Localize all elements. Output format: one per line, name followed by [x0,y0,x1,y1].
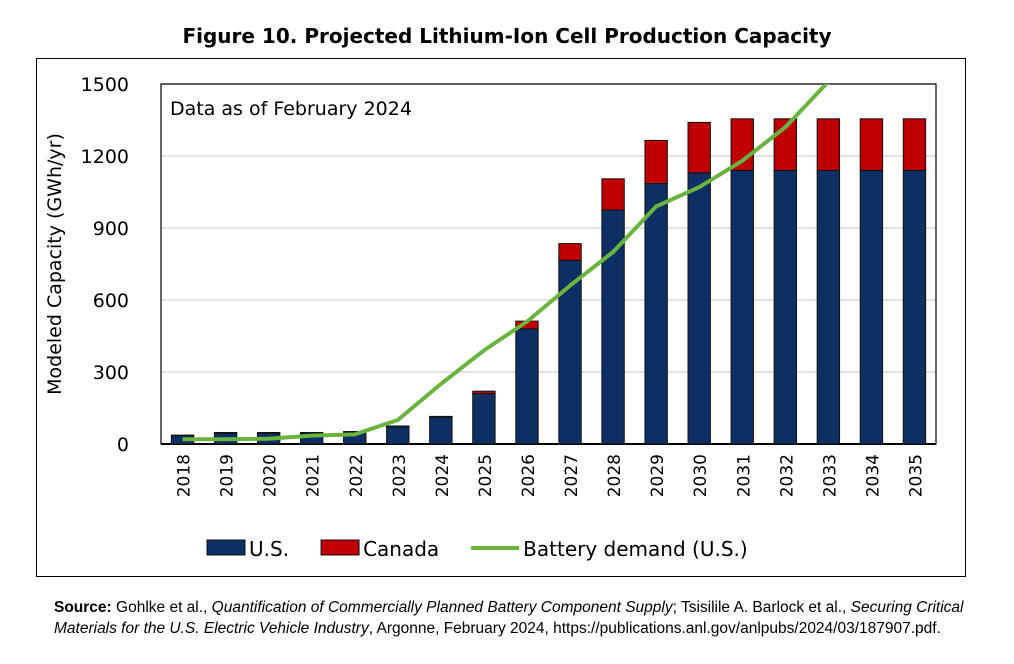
bar-canada [386,425,410,428]
chart-title: Figure 10. Projected Lithium-Ion Cell Pr… [182,24,832,48]
x-tick-label: 2030 [691,454,711,497]
y-axis-label: Modeled Capacity (GWh/yr) [44,133,66,395]
source-text: ; Tsisilile A. Barlock et al., [672,599,851,616]
bar-u-s [687,172,711,445]
y-tick-label: 0 [117,434,129,456]
legend-label: Battery demand (U.S.) [523,537,748,561]
bar-canada [300,431,324,434]
x-tick-label: 2027 [562,454,582,497]
bar-u-s [386,426,410,445]
line-battery-demand [182,84,829,442]
x-tick-label: 2022 [347,454,367,497]
x-tick-label: 2021 [304,454,324,497]
chart-annotation: Data as of February 2024 [170,98,412,120]
x-tick-label: 2029 [648,454,668,497]
y-tick-label: 1200 [81,146,129,168]
legend-swatch [206,539,246,556]
legend-label: Canada [363,537,439,561]
bar-canada [558,243,582,261]
x-tick-label: 2028 [605,454,625,497]
bar-canada [601,178,625,211]
bar-u-s [773,169,797,445]
bar-u-s [859,169,884,445]
x-tick-label: 2024 [433,454,453,497]
bar-u-s [644,183,668,445]
x-tick-label: 2032 [777,454,797,497]
legend-swatch [320,539,360,556]
chart-frame: 0 300 600 900 1200 1500 Modeled Capacity (GWh/… [36,58,966,577]
bar-canada [256,431,281,434]
bar-u-s [472,393,496,445]
x-tick-label: 2020 [261,454,281,497]
y-tick-label: 300 [93,362,129,384]
y-tick-label: 1500 [81,74,129,96]
x-tick-label: 2035 [906,454,926,497]
bar-canada [902,118,927,171]
source-title: Quantification of Commercially Planned B… [211,599,673,616]
x-tick-label: 2025 [476,454,496,497]
source-title: Securing Critical Materials for the U.S.… [54,599,964,637]
bar-u-s [816,169,841,445]
bar-u-s [902,169,927,445]
bar-u-s [429,416,453,445]
source-note: Source: Gohlke et al., Quantification of… [54,597,984,639]
bar-u-s [515,328,539,445]
bar-u-s [730,169,754,445]
x-tick-label: 2023 [390,454,410,497]
bar-canada [644,139,668,185]
y-tick-label: 600 [93,290,129,312]
bar-canada [213,431,238,434]
x-tick-label: 2019 [218,454,238,497]
y-tick-label: 900 [93,218,129,240]
source-text: Gohlke et al., [111,599,212,616]
bar-canada [859,118,884,171]
chart: 0 300 600 900 1200 1500 Modeled Capacity (GWh/… [44,74,937,561]
x-tick-label: 2033 [820,454,840,497]
x-tick-label: 2018 [175,454,195,497]
bar-canada [472,390,496,395]
source-label: Source: [54,599,112,616]
legend-label: U.S. [249,537,289,561]
x-tick-label: 2034 [863,454,883,497]
x-tick-label: 2026 [519,454,539,497]
source-text: , Argonne, February 2024, https://public… [368,620,941,637]
bar-canada [687,121,711,174]
bar-canada [816,118,841,171]
bar-canada [429,415,453,418]
x-tick-label: 2031 [734,454,754,497]
